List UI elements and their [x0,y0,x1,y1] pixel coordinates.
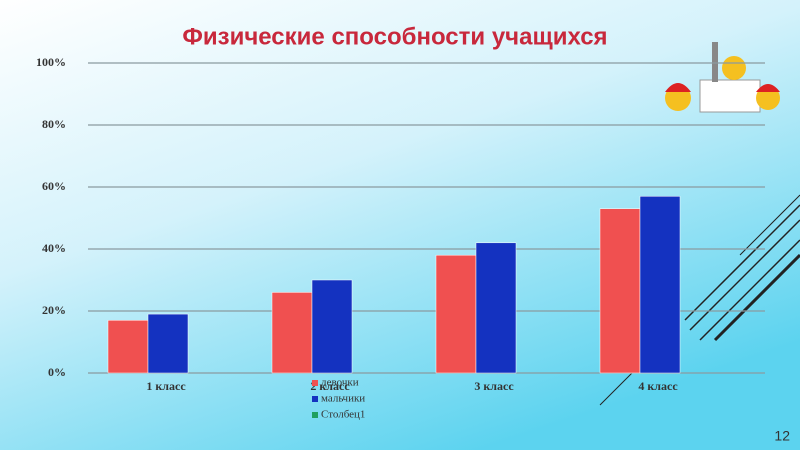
bar [475,242,517,374]
legend-swatch [312,412,318,418]
legend-label: девочки [321,377,359,389]
bar [599,208,641,374]
bar [147,313,189,374]
decor-lines [599,194,800,406]
legend-swatch [312,380,318,386]
x-tick-label: 3 класс [474,379,514,393]
mascots [665,42,780,113]
y-tick-label: 0% [48,365,66,379]
y-tick-label: 40% [42,241,66,255]
chart-title: Физические способности учащихся [182,23,607,50]
y-tick-label: 20% [42,303,66,317]
legend-swatch [312,396,318,402]
x-tick-label: 2 класс [310,379,350,393]
bar [311,279,353,374]
page-number: 12 [774,428,790,444]
x-tick-label: 1 класс [146,379,186,393]
bar [271,292,313,374]
legend-label: мальчики [321,393,365,405]
x-tick-label: 4 класс [638,379,678,393]
y-tick-label: 80% [42,117,66,131]
bar [435,254,477,374]
y-tick-label: 100% [36,55,66,69]
y-tick-label: 60% [42,179,66,193]
bar [639,196,681,374]
bar [107,320,149,374]
legend-label: Столбец1 [321,409,365,421]
